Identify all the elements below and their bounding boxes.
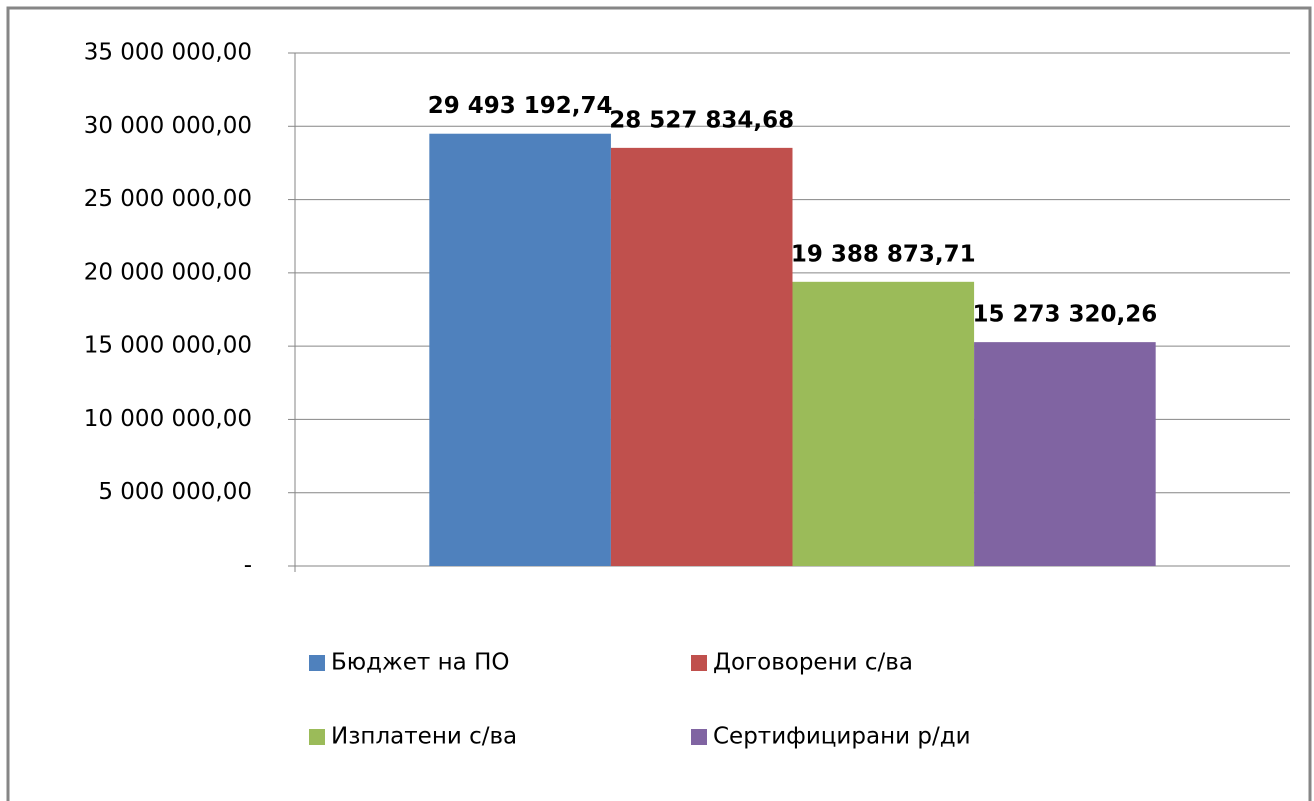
data-label: 19 388 873,71 [791,241,976,267]
y-tick-label: 30 000 000,00 [84,113,252,139]
y-tick-label: 25 000 000,00 [84,186,252,212]
bar [610,147,793,566]
legend-swatch [691,655,707,671]
legend-label: Сертифицирани р/ди [713,724,971,750]
legend-swatch [691,729,707,745]
bar [792,281,975,566]
data-label: 28 527 834,68 [609,107,794,133]
legend-label: Договорени с/ва [713,650,913,676]
y-tick-label: - [244,553,252,579]
y-tick-label: 35 000 000,00 [84,40,252,66]
y-tick-label: 15 000 000,00 [84,333,252,359]
y-tick-label: 10 000 000,00 [84,406,252,432]
data-label: 29 493 192,74 [428,93,613,119]
legend-label: Бюджет на ПО [331,650,509,676]
bar [974,342,1156,566]
legend-label: Изплатени с/ва [331,724,517,750]
y-tick-label: 20 000 000,00 [84,259,252,285]
legend-swatch [309,729,325,745]
data-label: 15 273 320,26 [972,302,1157,328]
legend-swatch [309,655,325,671]
bar [429,133,611,567]
y-tick-label: 5 000 000,00 [98,479,252,505]
